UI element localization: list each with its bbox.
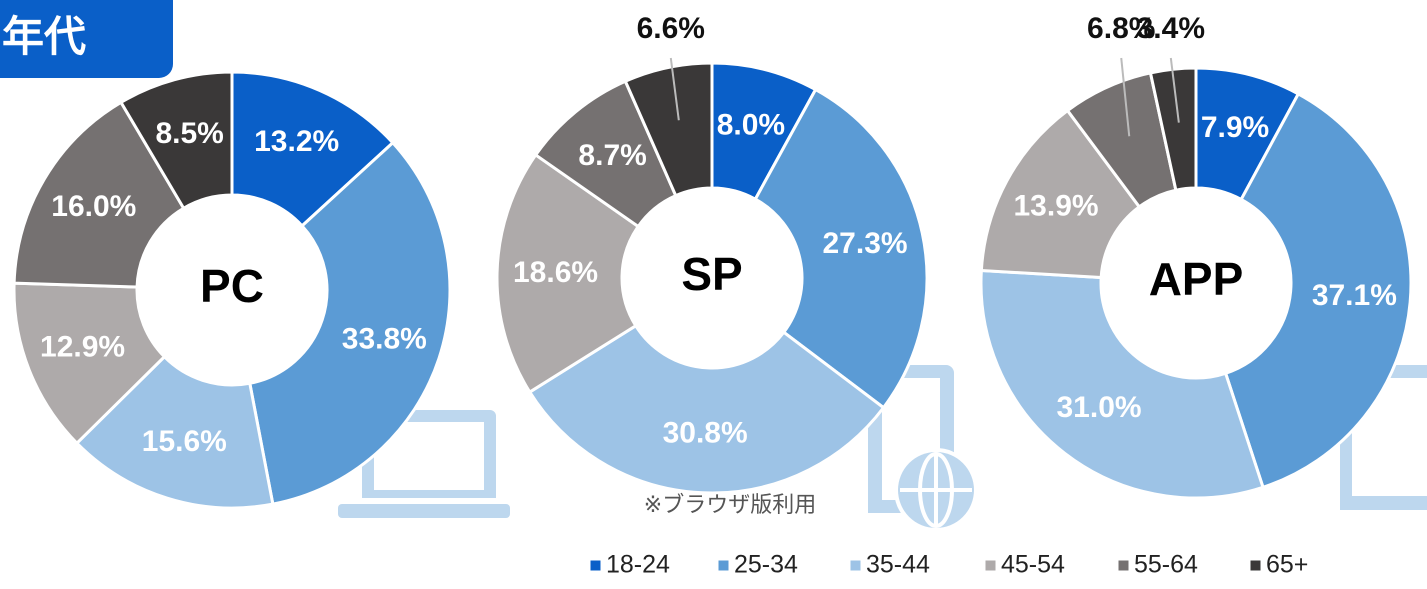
data-label: 8.5% <box>155 117 223 150</box>
data-label: 15.6% <box>142 425 227 458</box>
legend-swatch <box>849 559 862 572</box>
data-label: 18.6% <box>513 256 598 289</box>
data-label: 13.2% <box>254 125 339 158</box>
legend-label: 45-54 <box>1001 551 1065 579</box>
data-label: 33.8% <box>342 322 427 355</box>
legend-label: 35-44 <box>866 551 930 579</box>
data-label: 31.0% <box>1056 391 1141 424</box>
leader-line <box>1169 57 1180 123</box>
donut-hole <box>622 188 802 368</box>
donut-hole <box>1101 188 1291 378</box>
legend-swatch <box>1117 559 1130 572</box>
legend-label: 55-64 <box>1134 551 1198 579</box>
chart-title: APP <box>1149 253 1244 305</box>
data-label: 7.9% <box>1201 111 1269 144</box>
chart-title: PC <box>200 260 264 312</box>
data-label: 12.9% <box>40 331 125 364</box>
data-label: 8.0% <box>717 108 785 141</box>
data-label: 27.3% <box>823 227 908 260</box>
note: ※ブラウザ版利用 <box>644 492 816 517</box>
data-label: 37.1% <box>1312 279 1397 312</box>
leader-line <box>669 57 680 121</box>
header-tab <box>0 0 173 78</box>
donut-hole <box>137 195 327 385</box>
legend-swatch <box>717 559 730 572</box>
legend-swatch <box>1249 559 1262 572</box>
data-label: 30.8% <box>663 416 748 449</box>
legend-swatch <box>589 559 602 572</box>
header: 年代 <box>2 13 86 60</box>
data-label: 16.0% <box>51 190 136 223</box>
leader-line <box>1120 57 1131 137</box>
data-label: 6.6% <box>637 12 705 45</box>
data-label: 13.9% <box>1013 189 1098 222</box>
data-label: 6.8% <box>1087 12 1155 45</box>
data-label: 8.7% <box>578 139 646 172</box>
legend-label: 18-24 <box>606 551 670 579</box>
chart-title: SP <box>681 248 742 300</box>
legend-label: 65+ <box>1266 551 1308 579</box>
legend-label: 25-34 <box>734 551 798 579</box>
data-label: 3.4% <box>1137 12 1205 45</box>
legend-swatch <box>984 559 997 572</box>
